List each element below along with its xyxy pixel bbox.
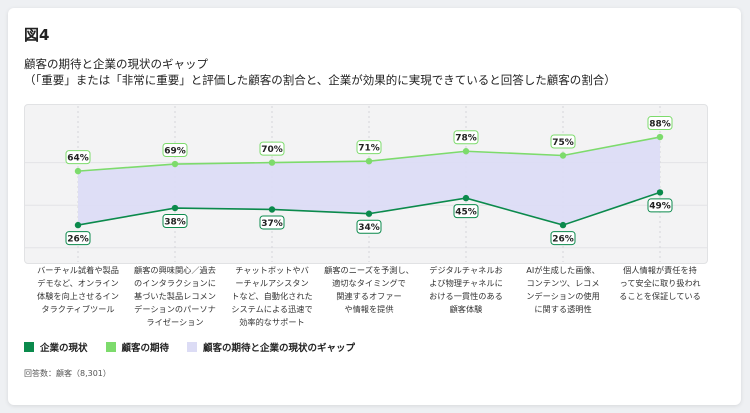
- data-label-current-6: 49%: [649, 202, 671, 212]
- data-label-current-1: 38%: [164, 217, 186, 227]
- legend-item-gap: 顧客の期待と企業の現状のギャップ: [187, 340, 355, 354]
- data-label-expectation-2-box: [259, 141, 285, 156]
- point-expectation-5: [559, 152, 567, 159]
- data-label-current-4-box: [453, 204, 479, 219]
- point-expectation-0: [74, 167, 82, 175]
- data-label-expectation-2: 70%: [261, 145, 283, 155]
- legend-item-expectation: 顧客の期待: [105, 340, 170, 354]
- data-label-current-2: 37%: [261, 219, 283, 229]
- legend-swatch-current: [24, 342, 34, 352]
- data-label-current-5-box: [550, 231, 576, 246]
- data-label-current-0-box: [65, 231, 91, 246]
- data-label-expectation-5: 75%: [552, 138, 574, 148]
- chart-title: 顧客の期待と企業の現状のギャップ: [24, 57, 208, 71]
- data-label-expectation-0-box: [65, 150, 91, 165]
- data-label-current-2-box: [259, 215, 285, 230]
- point-current-5: [559, 221, 567, 229]
- data-label-expectation-6-box: [647, 116, 673, 131]
- legend-swatch-expectation: [105, 342, 116, 352]
- figure-label: 図4: [24, 26, 50, 44]
- data-label-expectation-4: 78%: [455, 134, 477, 144]
- point-expectation-1: [171, 160, 179, 168]
- legend-swatch-gap: [187, 342, 198, 352]
- point-current-4: [462, 194, 470, 202]
- legend: 企業の現状 顧客の期待 顧客の期待と企業の現状のギャップ: [24, 340, 355, 354]
- category-label-3: 顧客のニーズを予測し、 適切なタイミングで 関連するオファー や情報を提供: [324, 265, 414, 314]
- data-label-current-6-box: [647, 198, 673, 213]
- category-label-2: チャットボットやバ ーチャルアシスタン トなど、自動化された システムによる迅速で 効率…: [231, 265, 313, 327]
- data-label-current-3-box: [356, 219, 382, 234]
- data-label-expectation-1: 69%: [164, 146, 186, 156]
- legend-item-current: 企業の現状: [24, 340, 88, 354]
- data-label-expectation-5-box: [550, 134, 576, 149]
- data-label-current-0: 26%: [67, 234, 89, 244]
- data-label-current-4: 45%: [455, 207, 477, 217]
- point-expectation-3: [365, 157, 373, 165]
- point-current-3: [365, 210, 373, 217]
- legend-label-expectation: 顧客の期待: [121, 343, 170, 354]
- category-label-1: 顧客の興味関心／過去 のインタラクションに 基づいた製品レコメン デーションのパーソナ…: [134, 265, 216, 327]
- category-label-5: AIが生成した画像、 コンテンツ、レコメ ンデーションの使用 に関する透明性: [526, 265, 600, 314]
- point-current-6: [656, 189, 664, 196]
- category-label-4: デジタルチャネルお よび物理チャネルに おける一貫性のある 顧客体験: [429, 265, 503, 314]
- gap-area: [78, 137, 660, 226]
- point-current-0: [74, 221, 82, 229]
- data-label-expectation-4-box: [453, 130, 479, 145]
- legend-label-current: 企業の現状: [40, 343, 88, 354]
- point-current-1: [171, 204, 179, 212]
- category-label-0: バーチャル試着や製品 デモなど、オンライン 体験を向上させるイン タラクティブツール: [37, 265, 119, 314]
- point-expectation-4: [462, 148, 470, 155]
- point-expectation-6: [656, 133, 664, 141]
- data-label-expectation-1-box: [162, 143, 188, 158]
- response-count-note: 回答数：顧客（8,301）: [24, 369, 111, 378]
- category-label-6: 個人情報が責任を持 って安全に取り扱われ ることを保証している: [619, 265, 701, 301]
- chart-subtitle: （「重要」または「非常に重要」と評価した顧客の割合と、企業が効果的に実現できてい…: [24, 73, 616, 87]
- data-label-expectation-6: 88%: [649, 119, 671, 129]
- data-label-expectation-3-box: [356, 140, 382, 155]
- legend-label-gap: 顧客の期待と企業の現状のギャップ: [203, 343, 356, 354]
- point-current-2: [268, 206, 276, 213]
- data-label-expectation-3: 71%: [358, 143, 380, 153]
- data-label-current-5: 26%: [552, 234, 574, 244]
- data-label-current-3: 34%: [358, 223, 380, 233]
- data-label-expectation-0: 64%: [67, 153, 89, 163]
- point-expectation-2: [268, 159, 276, 166]
- data-label-current-1-box: [162, 214, 188, 229]
